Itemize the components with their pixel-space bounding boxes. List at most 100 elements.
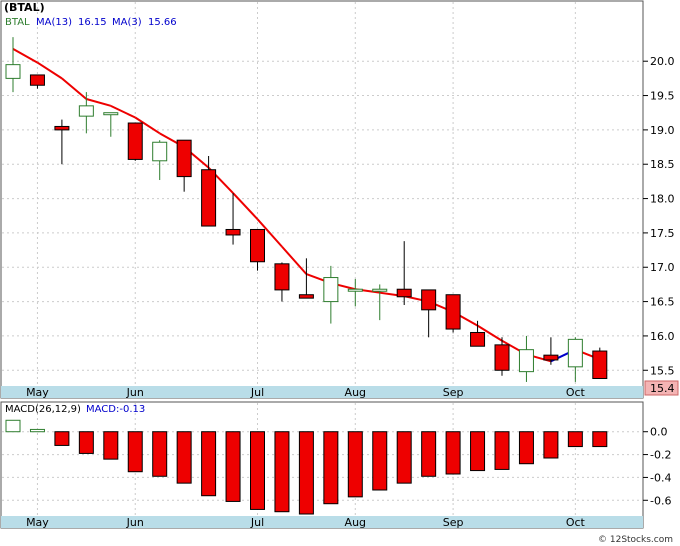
- price-y-tick-label: 19.0: [650, 124, 675, 137]
- price-y-tick-label: 16.0: [650, 330, 675, 343]
- macd-bar: [323, 431, 339, 505]
- macd-month-label: May: [26, 516, 49, 529]
- macd-bar: [298, 431, 314, 515]
- candle-body: [567, 338, 583, 368]
- candle-body: [470, 331, 486, 347]
- chart-title: (BTAL): [4, 1, 45, 14]
- candle-body: [250, 228, 265, 263]
- macd-bar: [78, 431, 94, 454]
- candle-body: [152, 141, 168, 162]
- macd-bar: [396, 431, 412, 484]
- price-month-label: May: [26, 386, 49, 399]
- macd-bar: [494, 431, 510, 470]
- price-month-label: Oct: [566, 386, 586, 399]
- macd-date-axis: May Jun Jul Aug Sep Oct: [26, 516, 585, 529]
- macd-date-band: [1, 516, 643, 528]
- candle-body: [5, 64, 21, 79]
- price-y-tick-label: 19.5: [650, 90, 675, 103]
- macd-legend-label: MACD(26,12,9): [5, 404, 81, 415]
- candle-body: [494, 344, 510, 371]
- price-date-axis: May Jun Jul Aug Sep Oct: [26, 386, 585, 399]
- macd-bar: [274, 431, 290, 513]
- candle-body: [225, 228, 241, 236]
- price-y-tick-label: 18.0: [650, 193, 675, 206]
- price-y-tick-label: 18.5: [650, 158, 675, 171]
- macd-y-tick-label: 0.0: [650, 426, 668, 439]
- candle-body: [518, 349, 534, 373]
- price-date-band: [1, 386, 643, 398]
- candle-body: [201, 169, 217, 227]
- macd-bar: [29, 428, 45, 433]
- legend-ma13-value: 16.15: [78, 17, 107, 28]
- candle-body: [396, 288, 412, 298]
- macd-month-label: Aug: [345, 516, 366, 529]
- ma13-segment: [477, 324, 503, 342]
- macd-month-label: Jul: [250, 516, 264, 529]
- macd-bar: [592, 431, 608, 448]
- candle-body: [127, 122, 143, 160]
- candle-body: [421, 289, 437, 311]
- legend-ticker: BTAL: [5, 17, 30, 28]
- macd-bar: [250, 431, 265, 510]
- macd-y-tick-label: -0.6: [650, 494, 671, 507]
- macd-panel-bg: [0, 401, 644, 529]
- ma13-segment: [256, 218, 283, 248]
- candle-body: [29, 74, 45, 86]
- legend-ma3-label: MA(3): [112, 17, 142, 28]
- macd-month-label: Jun: [126, 516, 144, 529]
- price-y-tick-label: 16.5: [650, 296, 675, 309]
- macd-bar: [470, 431, 486, 472]
- macd-bar: [152, 431, 168, 477]
- candle-body: [372, 288, 388, 292]
- candle-body: [274, 263, 290, 291]
- price-y-tick-label: 17.0: [650, 261, 675, 274]
- macd-bar: [347, 431, 363, 498]
- candle-body: [323, 277, 339, 303]
- macd-bar: [372, 431, 388, 491]
- last-price-box: [644, 380, 679, 396]
- macd-bar: [225, 431, 241, 502]
- candles: [5, 37, 608, 382]
- price-month-label: Aug: [345, 386, 366, 399]
- price-y-tick-label: 15.5: [650, 364, 675, 377]
- price-y-tick-label: 17.5: [650, 227, 675, 240]
- footer-credit: © 12Stocks.com: [598, 535, 673, 545]
- macd-bars: [5, 419, 608, 515]
- macd-y-tick-label: -0.2: [650, 449, 671, 462]
- price-panel-bg: [0, 0, 644, 399]
- candle-body: [298, 294, 314, 299]
- candle-body: [103, 112, 119, 116]
- price-month-label: Sep: [443, 386, 464, 399]
- macd-y-axis: 0.0 -0.2 -0.4 -0.6: [643, 426, 671, 507]
- candle-body: [54, 125, 70, 131]
- macd-y-tick-label: -0.4: [650, 471, 671, 484]
- ma13-segment: [12, 47, 38, 64]
- price-month-label: Jul: [250, 386, 264, 399]
- candle-body: [592, 350, 608, 380]
- macd-legend-value: MACD:-0.13: [86, 404, 145, 415]
- ma13-segment: [36, 61, 63, 80]
- ma13-segment: [61, 77, 87, 100]
- macd-bar: [567, 431, 583, 448]
- macd-bar: [54, 431, 70, 446]
- price-y-axis: 15.5 16.0 16.5 17.0 17.5 18.0 18.5 19.0 19.5 20.0: [643, 55, 675, 377]
- macd-bar: [445, 431, 461, 475]
- last-price-label: 15.4: [650, 382, 675, 395]
- macd-bar: [518, 431, 534, 465]
- macd-bar: [5, 419, 21, 433]
- macd-bar: [127, 431, 143, 473]
- candle-body: [543, 354, 559, 361]
- ma13-segment: [86, 98, 112, 107]
- legend-ma3-value: 15.66: [148, 17, 177, 28]
- macd-bar: [421, 431, 437, 477]
- ma13-segment: [232, 192, 259, 220]
- ma13-segment: [281, 245, 308, 275]
- macd-bar: [103, 431, 119, 460]
- price-month-label: Jun: [126, 386, 144, 399]
- macd-month-label: Sep: [443, 516, 464, 529]
- macd-bar: [176, 431, 192, 484]
- macd-bar: [543, 431, 559, 459]
- macd-bar: [201, 431, 217, 497]
- ma13-segment: [110, 104, 136, 119]
- legend-ma13-label: MA(13): [36, 17, 72, 28]
